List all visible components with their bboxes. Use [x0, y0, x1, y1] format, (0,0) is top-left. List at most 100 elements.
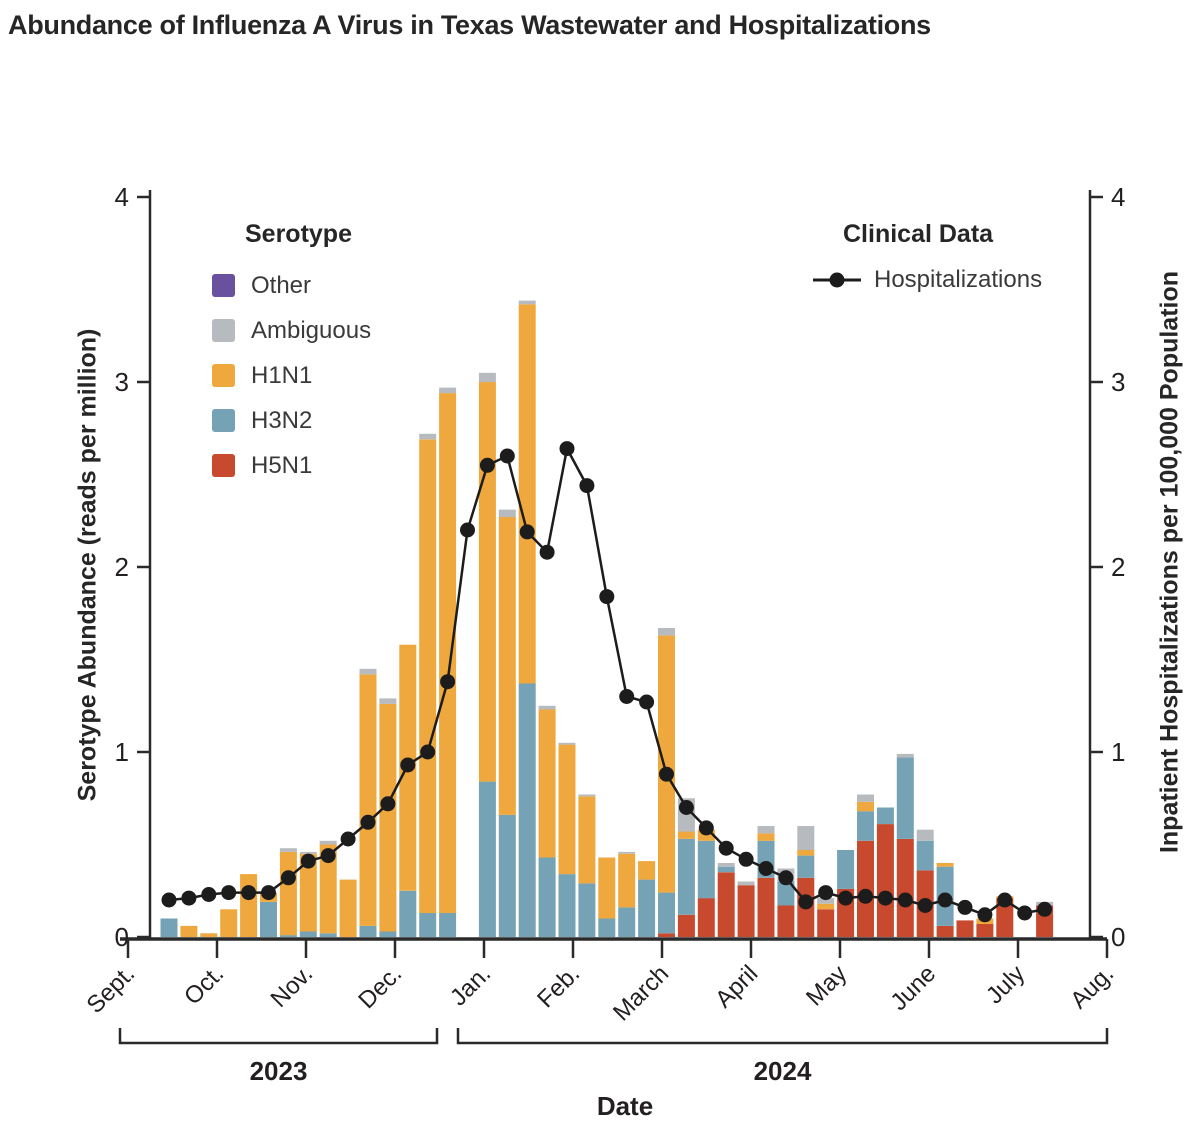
bar-segment-h1n1 [220, 909, 238, 938]
svg-text:Jan.: Jan. [445, 960, 496, 1011]
bar-segment-h5n1 [717, 872, 735, 938]
hospitalizations-point [1017, 905, 1033, 921]
h3n2-swatch-icon [212, 409, 235, 432]
hospitalizations-point [698, 820, 714, 836]
svg-text:March: March [608, 960, 674, 1026]
bar-segment-h1n1 [857, 802, 874, 812]
bar-segment-h1n1 [817, 903, 835, 910]
bar-segment-h5n1 [777, 905, 795, 937]
bar-segment-h1n1 [419, 439, 437, 913]
hospitalizations-point [201, 887, 217, 902]
hospitalizations-point [639, 694, 655, 710]
hospitalizations-point [380, 796, 396, 812]
bar-segment-h5n1 [976, 924, 994, 937]
bar-segment-ambiguous [538, 705, 556, 710]
legend-item-other: Other [212, 263, 371, 308]
bar-segment-h1n1 [180, 925, 198, 937]
figure-title: Abundance of Influenza A Virus in Texas … [8, 10, 931, 40]
bar-segment-ambiguous [857, 794, 874, 802]
bar-segment-h3n2 [578, 883, 596, 937]
legend-item-label: H5N1 [251, 451, 313, 479]
hospitalizations-point [539, 544, 555, 560]
hospitalizations-point [619, 689, 635, 704]
svg-text:May: May [801, 960, 852, 1011]
svg-text:Feb.: Feb. [532, 960, 585, 1013]
bar-segment-h3n2 [260, 901, 277, 937]
bar-segment-h3n2 [558, 874, 576, 937]
hospitalizations-point [1037, 901, 1053, 917]
bar-segment-h5n1 [658, 933, 675, 937]
bar-segment-h1n1 [558, 744, 576, 875]
svg-text:April: April [710, 960, 763, 1013]
hospitalizations-point [818, 885, 834, 901]
bar-segment-h5n1 [817, 909, 835, 938]
svg-text:Sept.: Sept. [82, 960, 141, 1019]
svg-text:2023: 2023 [250, 1056, 308, 1086]
hospitalizations-point [718, 840, 734, 856]
bar-segment-h3n2 [677, 839, 695, 915]
hospitalizations-point [858, 888, 873, 904]
bar-segment-h3n2 [896, 757, 914, 839]
bar-segment-h3n2 [777, 881, 795, 906]
right-axis-title: Inpatient Hospitalizations per 100,000 P… [1155, 270, 1184, 854]
bar-segment-ambiguous [319, 840, 337, 845]
bar-segment-h1n1 [677, 831, 695, 839]
hospitalizations-point [440, 674, 456, 690]
hospitalizations-point [659, 766, 674, 782]
legend-item-label: H1N1 [251, 361, 313, 389]
bar-segment-ambiguous [379, 698, 397, 704]
other-swatch-icon [212, 274, 235, 297]
bar-segment-h5n1 [757, 877, 775, 937]
h1n1-swatch-icon [212, 364, 235, 387]
bar-segment-h1n1 [439, 393, 457, 914]
bar-segment-h5n1 [936, 925, 954, 937]
bar-segment-ambiguous [518, 300, 536, 305]
hospitalizations-point [400, 757, 416, 773]
svg-text:July: July [981, 960, 1030, 1009]
hospitalizations-point [937, 892, 953, 908]
bar-segment-h3n2 [478, 781, 496, 937]
bar-segment-h1n1 [478, 382, 496, 782]
hospitalizations-point [479, 457, 495, 473]
bar-segment-h3n2 [399, 890, 417, 938]
bar-segment-h3n2 [857, 811, 874, 841]
bar-segment-h1n1 [936, 863, 954, 867]
bar-segment-h3n2 [837, 850, 855, 889]
bar-segment-h5n1 [677, 914, 695, 937]
hospitalizations-point [261, 885, 276, 901]
bar-segment-h3n2 [160, 918, 178, 937]
bar-segment-ambiguous [578, 794, 596, 797]
bar-segment-h1n1 [359, 674, 377, 926]
bar-segment-h3n2 [419, 913, 437, 937]
bar-segment-h3n2 [598, 918, 616, 937]
hospitalizations-point [161, 892, 177, 908]
hospitalizations-point [758, 861, 774, 876]
svg-text:4: 4 [1111, 182, 1125, 212]
bar-segment-h1n1 [638, 861, 656, 880]
hospitalizations-point [997, 892, 1013, 908]
bar-segment-h3n2 [658, 892, 675, 934]
bar-segment-ambiguous [498, 509, 516, 517]
bar-segment-h1n1 [658, 635, 675, 893]
bar-segment-h3n2 [359, 925, 377, 937]
legend-item-label: Hospitalizations [874, 266, 1043, 293]
bar-segment-h3n2 [697, 840, 715, 899]
clinical-legend-header: Clinical Data [843, 220, 994, 248]
hospitalizations-point [599, 589, 615, 605]
clinical-data-legend: Clinical Data Hospitalizations [812, 220, 1042, 295]
svg-text:3: 3 [1111, 367, 1125, 397]
svg-text:Nov.: Nov. [266, 960, 319, 1013]
bar-segment-h1n1 [240, 874, 258, 937]
svg-text:1: 1 [1111, 737, 1125, 767]
hospitalizations-point [241, 885, 257, 901]
bar-segment-ambiguous [797, 826, 815, 850]
bar-segment-h3n2 [319, 933, 337, 937]
svg-text:1: 1 [115, 737, 129, 767]
bar-segment-h3n2 [439, 913, 457, 937]
bar-segment-h1n1 [379, 703, 397, 932]
bar-segment-ambiguous [717, 863, 735, 867]
svg-text:3: 3 [115, 367, 129, 397]
svg-text:0: 0 [1111, 922, 1125, 952]
hospitalizations-point [917, 898, 933, 913]
